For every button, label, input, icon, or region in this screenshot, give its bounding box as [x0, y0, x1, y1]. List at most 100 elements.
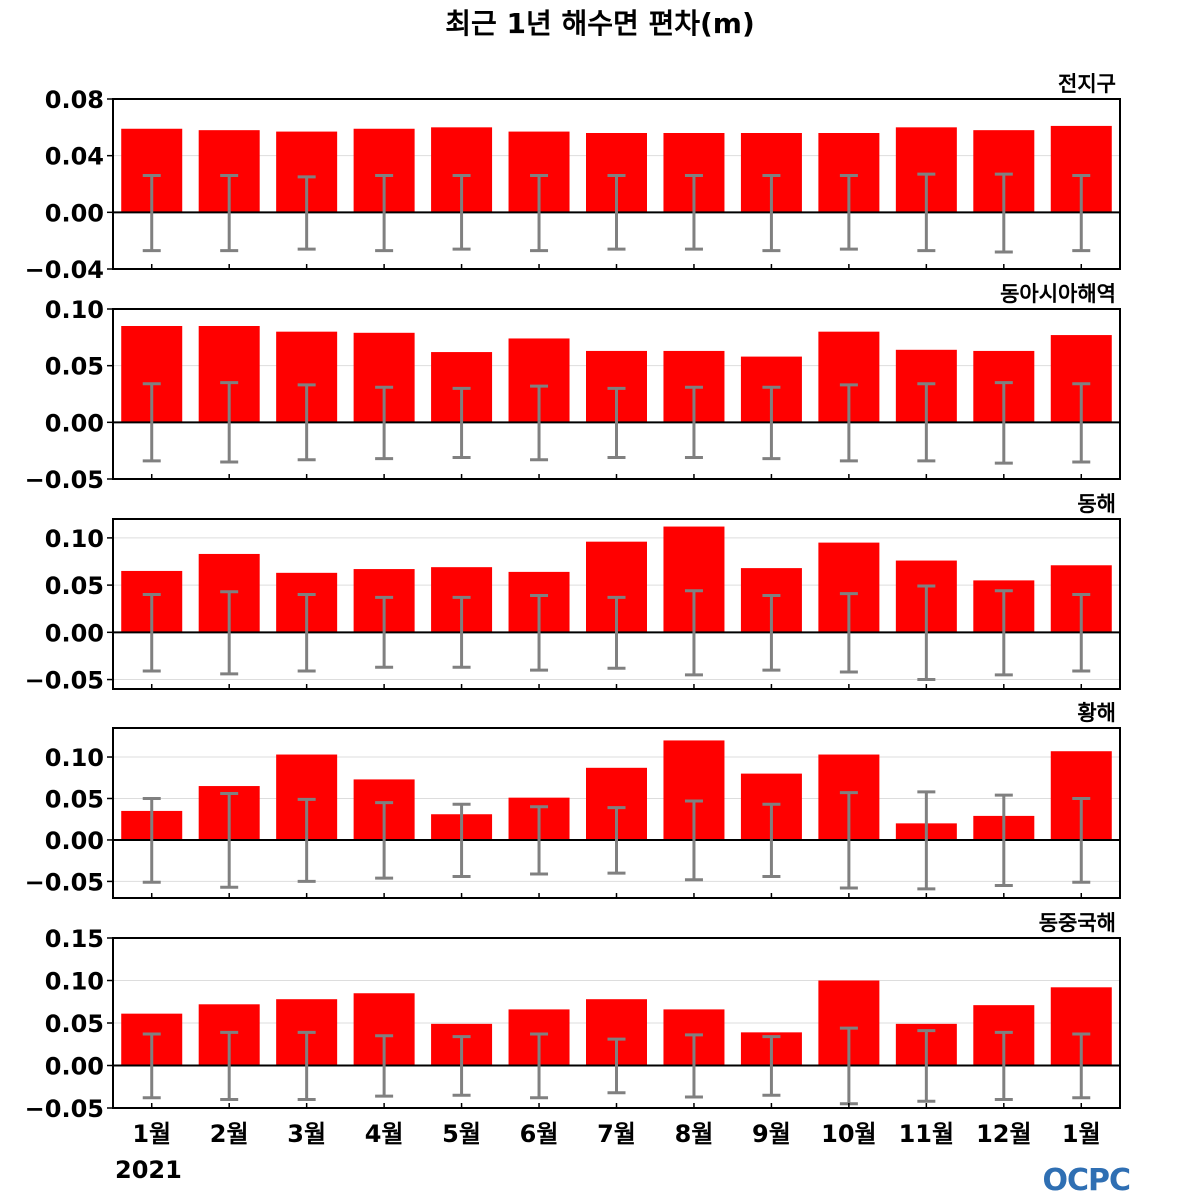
panel-5: 0.15 0.10 0.05 0.00 −0.05 동중국해 — [25, 911, 1121, 1123]
y-tick-label: 0.00 — [45, 199, 104, 227]
y-tick-label: 0.00 — [45, 1053, 104, 1081]
y-tick-label: 0.10 — [45, 744, 104, 772]
y-tick-label: 0.00 — [45, 409, 104, 437]
error-bar — [1072, 796, 1091, 898]
error-bar — [839, 1026, 858, 1108]
panel-frame — [112, 308, 1121, 480]
x-tick-label: 1월 — [1062, 1120, 1101, 1148]
y-tick-label: −0.05 — [25, 667, 104, 695]
error-bar — [684, 1033, 703, 1108]
y-tick-label: −0.05 — [25, 466, 104, 494]
error-bar — [375, 595, 394, 689]
y-tick-label: 0.10 — [45, 968, 104, 996]
error-bar — [762, 802, 781, 898]
error-bar — [452, 595, 471, 689]
error-bar — [607, 1037, 626, 1108]
y-tick-label: 0.00 — [45, 827, 104, 855]
error-bar — [1072, 593, 1091, 689]
error-bar — [684, 174, 703, 269]
chart-title: 최근 1년 해수면 편차(m) — [445, 7, 755, 40]
x-tick-label: 6월 — [520, 1120, 559, 1148]
error-bar — [762, 1035, 781, 1108]
y-tick-label: 0.05 — [45, 572, 104, 600]
error-bar — [917, 790, 936, 898]
error-bar — [530, 1032, 549, 1108]
error-bar — [684, 385, 703, 479]
error-bar — [220, 1030, 239, 1108]
panel-4: 0.10 0.05 0.00 −0.05 황해 — [25, 701, 1121, 899]
error-bar — [220, 174, 239, 269]
panel-2: 0.10 0.05 0.00 −0.05 동아시아해역 — [25, 282, 1121, 494]
x-axis: 1월 2월 3월 4월 5월 6월 7월 8월 9월 10월 11월 12월 1월 — [132, 1120, 1100, 1148]
error-bar — [607, 806, 626, 898]
error-bar — [917, 584, 936, 689]
panel-frame — [112, 727, 1121, 899]
error-bar — [1072, 1032, 1091, 1108]
error-bar — [142, 796, 161, 898]
error-bar — [452, 802, 471, 898]
error-bar — [839, 383, 858, 479]
error-bar — [762, 594, 781, 689]
error-bar — [762, 385, 781, 479]
panel-3: 0.10 0.05 0.00 −0.05 동해 — [25, 492, 1121, 695]
panel-title: 동아시아해역 — [1000, 282, 1116, 306]
panel-1: 0.08 0.04 0.00 −0.04 전지구 — [25, 72, 1121, 284]
y-tick-label: 0.05 — [45, 785, 104, 813]
x-tick-label: 10월 — [821, 1120, 876, 1148]
error-bar — [994, 793, 1013, 898]
ocpc-logo: OCPC — [1042, 1163, 1130, 1198]
error-bar — [220, 381, 239, 479]
x-tick-label: 1월 — [132, 1120, 171, 1148]
error-bar — [142, 1032, 161, 1108]
panel-title: 동중국해 — [1039, 911, 1116, 935]
error-bar — [839, 174, 858, 269]
error-bar — [297, 383, 316, 479]
error-bar — [1072, 174, 1091, 269]
error-bar — [142, 174, 161, 269]
panel-title: 황해 — [1077, 701, 1116, 725]
x-tick-label: 9월 — [752, 1120, 791, 1148]
error-bar — [530, 384, 549, 479]
panels: 0.08 0.04 0.00 −0.04 전지구 0.10 0.05 0.00 −0.05 동아시… — [25, 72, 1121, 1123]
y-tick-label: 0.05 — [45, 353, 104, 381]
y-tick-label: 0.00 — [45, 619, 104, 647]
y-tick-label: 0.10 — [45, 296, 104, 324]
error-bar — [530, 594, 549, 689]
panel-title: 동해 — [1077, 492, 1116, 516]
error-bar — [375, 801, 394, 898]
year-label: 2021 — [115, 1156, 182, 1184]
x-tick-label: 5월 — [442, 1120, 481, 1148]
y-tick-label: 0.10 — [45, 525, 104, 553]
error-bar — [607, 386, 626, 479]
x-tick-label: 2월 — [210, 1120, 249, 1148]
y-tick-label: −0.04 — [25, 256, 104, 284]
panel-frame — [112, 518, 1121, 690]
error-bar — [762, 174, 781, 269]
error-bar — [297, 1030, 316, 1108]
error-bar — [297, 593, 316, 689]
panel-frame — [112, 98, 1121, 270]
y-tick-label: 0.04 — [45, 143, 104, 171]
x-tick-label: 4월 — [365, 1120, 404, 1148]
x-tick-label: 8월 — [675, 1120, 714, 1148]
y-tick-label: −0.05 — [25, 868, 104, 896]
x-tick-label: 3월 — [287, 1120, 326, 1148]
error-bar — [839, 592, 858, 689]
error-bar — [917, 1029, 936, 1108]
y-tick-label: 0.15 — [45, 925, 104, 953]
error-bar — [994, 589, 1013, 689]
y-tick-label: −0.05 — [25, 1095, 104, 1123]
x-tick-label: 12월 — [976, 1120, 1031, 1148]
error-bar — [684, 589, 703, 689]
y-tick-label: 0.08 — [45, 86, 104, 114]
x-tick-label: 11월 — [899, 1120, 954, 1148]
error-bar — [917, 382, 936, 479]
y-tick-label: 0.05 — [45, 1010, 104, 1038]
x-tick-label: 7월 — [597, 1120, 636, 1148]
error-bar — [142, 593, 161, 689]
error-bar — [684, 799, 703, 898]
panel-title: 전지구 — [1058, 72, 1116, 96]
error-bar — [607, 595, 626, 689]
error-bar — [994, 172, 1013, 269]
